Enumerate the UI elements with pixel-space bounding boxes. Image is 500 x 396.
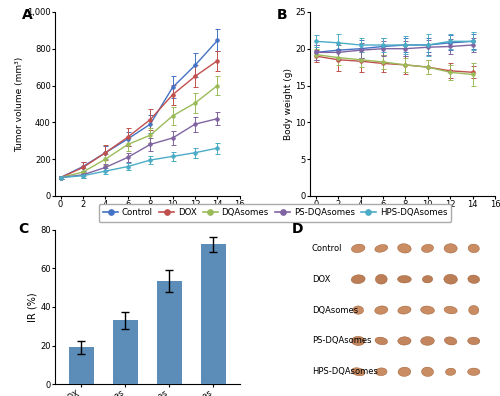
Ellipse shape <box>352 244 365 253</box>
X-axis label: Days: Days <box>134 211 160 221</box>
Ellipse shape <box>352 368 365 376</box>
Ellipse shape <box>398 337 411 345</box>
Text: D: D <box>292 222 303 236</box>
Ellipse shape <box>446 368 456 375</box>
Ellipse shape <box>468 305 479 315</box>
Bar <box>70 347 94 384</box>
Ellipse shape <box>468 275 479 284</box>
Ellipse shape <box>352 336 365 346</box>
Ellipse shape <box>353 306 364 314</box>
Ellipse shape <box>444 274 458 284</box>
Text: PS-DQAsomes: PS-DQAsomes <box>312 337 372 345</box>
Text: HPS-DQAsomes: HPS-DQAsomes <box>312 367 378 376</box>
Ellipse shape <box>422 244 434 253</box>
Ellipse shape <box>398 244 411 253</box>
Ellipse shape <box>375 306 388 314</box>
Y-axis label: Tumor volume (mm³): Tumor volume (mm³) <box>16 56 24 152</box>
Legend: Control, DOX, DQAsomes, PS-DQAsomes, HPS-DQAsomes: Control, DOX, DQAsomes, PS-DQAsomes, HPS… <box>98 204 452 222</box>
Ellipse shape <box>468 244 479 253</box>
Y-axis label: Body weight (g): Body weight (g) <box>284 68 292 140</box>
Text: Control: Control <box>312 244 342 253</box>
Ellipse shape <box>376 274 387 284</box>
Ellipse shape <box>398 367 411 376</box>
Text: DQAsomes: DQAsomes <box>312 306 358 314</box>
Text: C: C <box>18 222 28 236</box>
Text: A: A <box>22 8 32 22</box>
Y-axis label: IR (%): IR (%) <box>28 292 38 322</box>
Ellipse shape <box>376 368 387 376</box>
Ellipse shape <box>375 337 388 345</box>
Ellipse shape <box>444 307 457 314</box>
Ellipse shape <box>420 306 434 314</box>
Text: B: B <box>277 8 287 22</box>
Text: DOX: DOX <box>312 275 330 284</box>
Ellipse shape <box>398 276 411 283</box>
Bar <box>158 281 182 384</box>
Ellipse shape <box>468 337 480 345</box>
Bar <box>114 320 138 384</box>
Ellipse shape <box>444 337 457 345</box>
Ellipse shape <box>398 306 411 314</box>
Ellipse shape <box>351 275 365 284</box>
Ellipse shape <box>422 367 434 377</box>
Ellipse shape <box>422 276 432 283</box>
Ellipse shape <box>468 368 480 375</box>
Ellipse shape <box>420 337 434 345</box>
Ellipse shape <box>375 244 388 252</box>
Bar <box>202 244 226 384</box>
X-axis label: Days: Days <box>390 211 416 221</box>
Ellipse shape <box>444 244 457 253</box>
